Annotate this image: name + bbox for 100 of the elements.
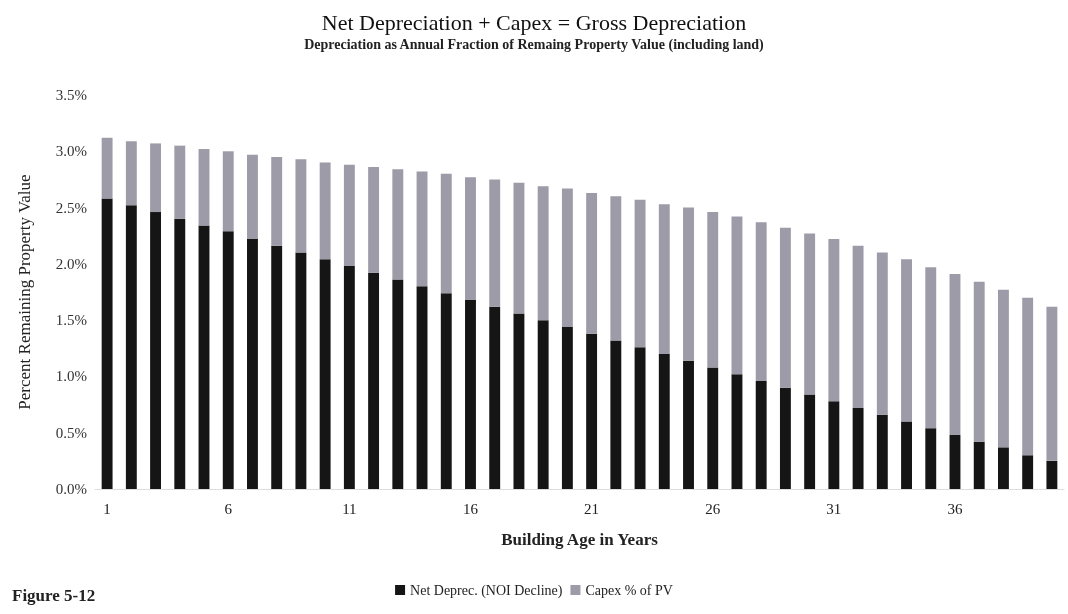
bar	[489, 306, 501, 489]
bar	[537, 320, 549, 489]
bar	[997, 289, 1009, 448]
x-tick-label: 16	[462, 500, 479, 517]
bar	[125, 141, 137, 206]
bar	[537, 186, 549, 321]
bar	[465, 299, 476, 489]
bar	[561, 326, 573, 489]
bar	[319, 259, 331, 489]
bar	[101, 198, 113, 489]
bar	[247, 239, 258, 489]
bar	[610, 340, 622, 489]
bar	[489, 179, 501, 307]
bar	[198, 149, 210, 226]
x-tick-label: 1	[103, 500, 111, 517]
bar	[586, 333, 598, 489]
bar	[561, 188, 573, 327]
bar	[513, 182, 525, 314]
bar	[586, 192, 598, 334]
bar	[852, 407, 864, 489]
bar	[997, 447, 1009, 489]
bar	[271, 245, 283, 489]
bar	[755, 222, 767, 381]
bar	[634, 347, 646, 489]
bar	[658, 204, 670, 354]
bar	[707, 367, 719, 489]
bar	[804, 394, 816, 489]
y-tick-label: 1.5%	[55, 312, 87, 329]
bar	[779, 387, 791, 489]
bar	[174, 218, 186, 489]
bar	[731, 216, 743, 375]
bar	[440, 293, 452, 489]
bar	[222, 231, 234, 489]
bar	[222, 151, 234, 232]
bar	[1046, 460, 1058, 489]
bar	[949, 273, 961, 435]
bar	[271, 156, 283, 246]
y-tick-label: 0.5%	[55, 424, 87, 441]
bar	[343, 266, 355, 489]
y-tick-label: 2.5%	[55, 199, 87, 216]
y-axis-title: Percent Remaining Property Value	[15, 174, 34, 410]
bar	[852, 245, 864, 408]
bar	[876, 414, 888, 489]
bar	[319, 162, 331, 260]
bar	[440, 173, 452, 294]
x-tick-label: 11	[342, 500, 357, 517]
y-tick-label: 1.0%	[55, 368, 87, 385]
bar	[198, 225, 210, 489]
bar	[150, 143, 162, 213]
x-tick-label: 6	[224, 500, 233, 517]
y-tick-label: 2.0%	[55, 255, 87, 272]
bar	[1022, 455, 1034, 489]
bar	[973, 441, 985, 489]
bar	[465, 177, 476, 300]
bar	[368, 272, 380, 489]
bar	[804, 233, 816, 395]
bar	[392, 279, 404, 489]
legend-label: Capex % of PV	[585, 582, 673, 598]
bar	[876, 252, 888, 415]
bar	[731, 374, 743, 489]
bar	[295, 252, 307, 489]
bar	[901, 259, 912, 422]
chart-subtitle: Depreciation as Annual Fraction of Remaing Property Value (including land)	[304, 36, 765, 53]
bar	[392, 169, 404, 280]
bar	[101, 137, 113, 199]
bar	[779, 227, 791, 388]
bar	[634, 199, 646, 348]
bar	[513, 313, 525, 489]
bar	[707, 212, 719, 368]
bar	[1022, 297, 1034, 456]
bar	[828, 239, 840, 402]
bar	[1046, 306, 1058, 461]
caption: Figure 5-12	[12, 586, 96, 605]
bar	[683, 207, 694, 361]
bar	[295, 159, 307, 253]
legend-label: Net Deprec. (NOI Decline)	[410, 582, 563, 599]
bar	[828, 401, 840, 489]
bar	[125, 205, 137, 489]
bar	[416, 286, 428, 489]
bar	[610, 196, 622, 341]
bar	[343, 164, 355, 267]
bar	[368, 167, 380, 273]
bar	[247, 154, 258, 240]
x-tick-label: 31	[826, 500, 842, 517]
x-tick-label: 21	[584, 500, 600, 517]
bar	[755, 380, 767, 489]
bar	[925, 267, 937, 429]
y-tick-label: 3.0%	[55, 143, 87, 160]
bar	[150, 212, 162, 489]
bar	[901, 421, 912, 489]
chart-title: Net Depreciation + Capex = Gross Depreciation	[321, 9, 747, 35]
bar	[683, 360, 694, 489]
bar	[949, 434, 961, 489]
bar	[416, 171, 428, 287]
bar	[925, 428, 937, 489]
y-tick-label: 0.0%	[55, 481, 87, 497]
bar	[174, 145, 186, 219]
x-tick-label: 26	[705, 500, 721, 517]
x-tick-label: 36	[947, 500, 963, 517]
bar	[973, 281, 985, 442]
